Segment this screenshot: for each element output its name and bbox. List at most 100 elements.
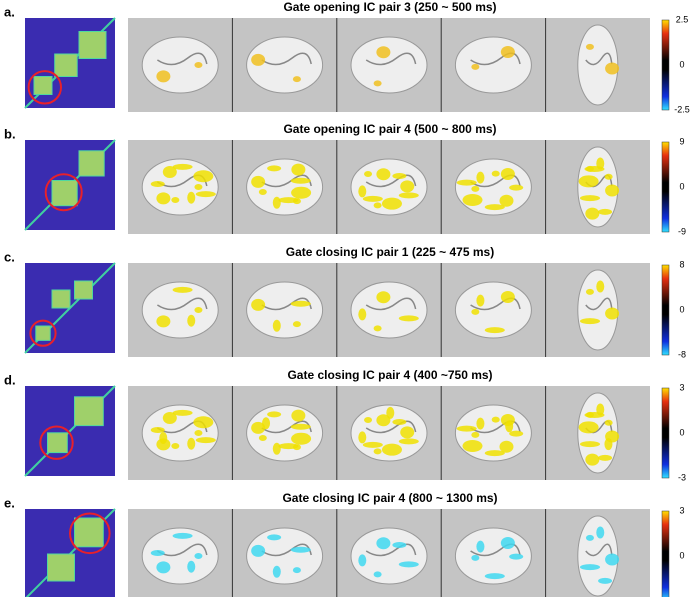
activation [373, 571, 382, 578]
activation [476, 417, 485, 430]
activation [150, 550, 165, 557]
activation [398, 315, 419, 322]
panel-title: Gate closing IC pair 1 (225 ~ 475 ms) [286, 245, 494, 259]
sulcus [470, 52, 521, 66]
activation [187, 314, 196, 327]
activation [509, 430, 524, 437]
activation [267, 165, 282, 172]
activation [500, 168, 515, 181]
matrix-block [33, 76, 53, 95]
activation [605, 553, 620, 566]
highlight-circle [29, 319, 57, 347]
activation [162, 412, 177, 425]
activation [456, 179, 477, 186]
activation [194, 184, 203, 190]
colorbar [661, 510, 670, 597]
panel-title: Gate opening IC pair 3 (250 ~ 500 ms) [283, 0, 496, 14]
activation [373, 325, 382, 332]
activation [471, 63, 480, 70]
panel-title: Gate opening IC pair 4 (500 ~ 800 ms) [283, 122, 496, 136]
activation [596, 526, 605, 539]
colorbar-tick-label: 0 [679, 427, 684, 437]
colorbar-tick-label: 2.5 [676, 14, 689, 24]
activation [381, 443, 402, 456]
sulcus [365, 543, 417, 557]
activation [156, 438, 171, 451]
activation [172, 286, 193, 293]
matrix-block [74, 280, 93, 300]
activation [159, 432, 168, 445]
activation [398, 192, 419, 199]
activation [484, 204, 505, 211]
activation [462, 194, 483, 207]
activation [491, 170, 500, 177]
activation [376, 414, 391, 427]
matrix-block [74, 396, 104, 427]
matrix-block [74, 517, 104, 548]
activation [187, 437, 196, 450]
activation [604, 173, 613, 180]
activation [195, 437, 216, 444]
activation [509, 553, 524, 560]
sulcus [470, 174, 521, 188]
activation [156, 315, 171, 328]
activation [499, 440, 514, 453]
activation [471, 308, 480, 315]
activation [267, 411, 282, 418]
matrix-block [35, 325, 51, 341]
matrix-block [78, 150, 105, 177]
activation [579, 564, 600, 571]
activation [376, 168, 391, 181]
activation [604, 438, 613, 451]
activation [584, 165, 605, 172]
activation [596, 280, 605, 293]
activation [193, 170, 214, 183]
activation [376, 537, 391, 550]
sulcus [585, 297, 613, 311]
activation [292, 567, 301, 574]
sulcus [365, 174, 417, 188]
activation [156, 70, 171, 83]
panel-title: Gate closing IC pair 4 (800 ~ 1300 ms) [282, 491, 497, 505]
highlight-circle [69, 512, 111, 555]
activation [598, 577, 613, 584]
brain [246, 527, 324, 585]
panel-title: Gate closing IC pair 4 (400 ~750 ms) [287, 368, 492, 382]
activation [376, 291, 391, 304]
activation [258, 188, 267, 195]
activation [251, 53, 266, 66]
colorbar-tick-label: -3 [678, 472, 686, 482]
activation [272, 442, 281, 455]
activation [398, 438, 419, 445]
activation [171, 442, 180, 449]
activation [291, 186, 312, 199]
activation [291, 409, 306, 422]
colorbar-tick-label: 8 [679, 259, 684, 269]
activation [150, 427, 165, 434]
activation [584, 411, 605, 418]
matrix-block [47, 432, 68, 454]
activation [585, 288, 594, 295]
activation [373, 448, 382, 455]
activation [484, 573, 505, 580]
activation [278, 443, 299, 450]
activation [579, 318, 600, 325]
panel-label: c. [4, 249, 15, 264]
colorbar-tick-label: 0 [679, 304, 684, 314]
activation [172, 409, 193, 416]
activation [272, 196, 281, 209]
activation [476, 540, 485, 553]
matrix-block [78, 31, 107, 59]
activation [476, 294, 485, 307]
activation [194, 553, 203, 559]
colorbar-tick-label: -3 [678, 595, 686, 597]
colorbar-tick-label: 0 [679, 181, 684, 191]
activation [267, 534, 282, 541]
activation [373, 80, 382, 87]
activation [290, 423, 311, 430]
brain [350, 36, 428, 94]
activation [604, 419, 613, 426]
colorbar-tick-label: 0 [679, 59, 684, 69]
activation [579, 441, 600, 448]
sulcus [156, 543, 208, 557]
